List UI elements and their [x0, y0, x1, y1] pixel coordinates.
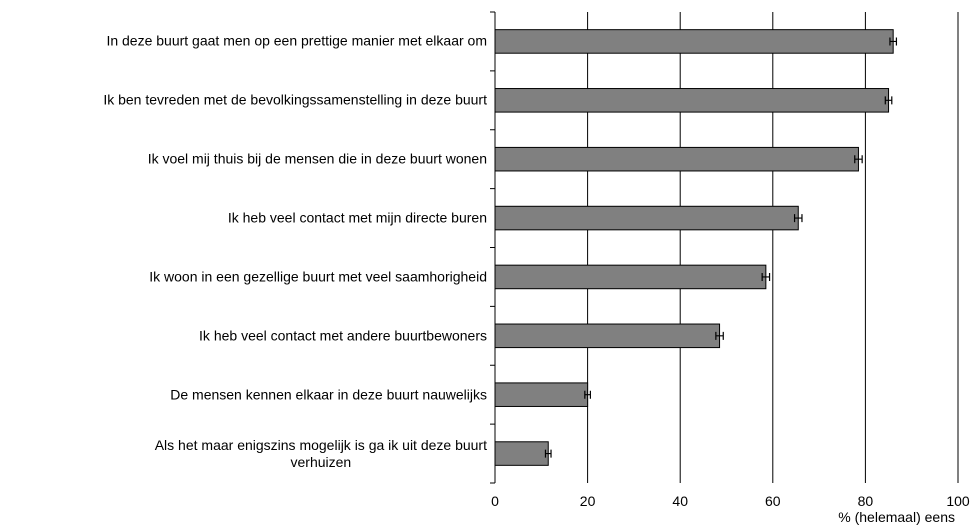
bar	[494, 205, 799, 231]
bar	[494, 88, 890, 113]
x-tick-label: 20	[580, 493, 596, 509]
x-axis-label: % (helemaal) eens	[838, 509, 955, 525]
x-tick-label: 60	[765, 493, 781, 509]
bar	[494, 382, 589, 407]
y-tick-label: Ik voel mij thuis bij de mensen die in d…	[147, 150, 487, 167]
y-tick-label: Ik ben tevreden met de bevolkingssamenst…	[103, 91, 487, 108]
bar	[494, 146, 859, 172]
error-bar	[544, 449, 552, 458]
error-bar	[884, 96, 893, 105]
x-tick-label: 100	[946, 493, 970, 509]
error-bar	[715, 331, 724, 340]
y-tick-label: Ik heb veel contact met mijn directe bur…	[227, 209, 487, 226]
y-tick-label: Ik woon in een gezellige buurt met veel …	[149, 268, 487, 285]
y-tick-label: In deze buurt gaat men op een prettige m…	[106, 32, 487, 49]
bar	[494, 264, 767, 290]
error-bar	[793, 214, 803, 223]
y-tick-label: Ik heb veel contact met andere buurtbewo…	[199, 327, 487, 344]
y-tick-label: De mensen kennen elkaar in deze buurt na…	[170, 386, 487, 403]
bar	[494, 441, 549, 466]
x-tick-label: 80	[858, 493, 874, 509]
error-bar	[584, 390, 591, 399]
error-bar	[889, 37, 898, 46]
bar	[494, 323, 721, 349]
x-tick-label: 0	[491, 493, 499, 509]
y-tick-label: Als het maar enigszins mogelijk is ga ik…	[154, 436, 487, 470]
error-bar	[854, 155, 863, 164]
x-tick-label: 40	[672, 493, 688, 509]
bar	[494, 29, 894, 54]
error-bar	[761, 272, 771, 281]
